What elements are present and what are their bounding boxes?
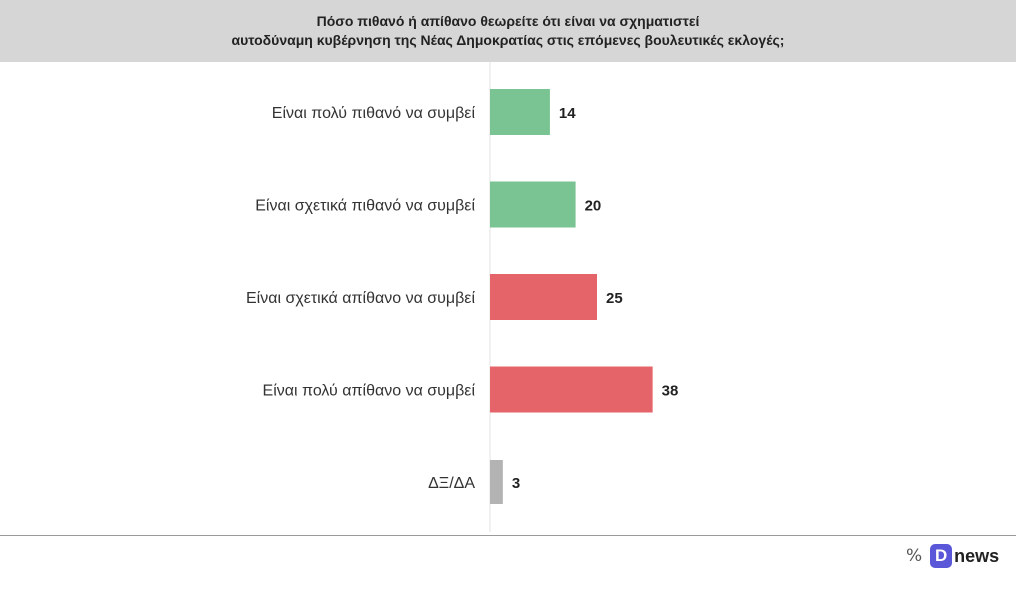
dnews-logo: % D news bbox=[906, 543, 999, 569]
chart-title-line-1: Πόσο πιθανό ή απίθανο θεωρείτε ότι είναι… bbox=[316, 13, 700, 29]
bar-value-label: 3 bbox=[512, 475, 520, 492]
bar bbox=[490, 460, 503, 504]
bar bbox=[490, 274, 597, 320]
bar bbox=[490, 366, 653, 413]
bar-value-label: 25 bbox=[606, 290, 623, 307]
category-label: ΔΞ/ΔΑ bbox=[428, 475, 475, 492]
bar-value-label: 14 bbox=[559, 105, 576, 122]
bar-value-label: 38 bbox=[662, 383, 679, 400]
bar bbox=[490, 181, 576, 228]
category-label: Είναι σχετικά πιθανό να συμβεί bbox=[255, 198, 475, 215]
percent-icon: % bbox=[906, 546, 923, 566]
chart-title-line-2: αυτοδύναμη κυβέρνηση της Νέας Δημοκρατία… bbox=[231, 32, 785, 48]
bar-chart: Είναι πολύ πιθανό να συμβεί 14 Είναι σχετι… bbox=[246, 62, 679, 532]
category-label: Είναι πολύ πιθανό να συμβεί bbox=[272, 105, 476, 122]
logo-letter-box: D bbox=[930, 544, 953, 568]
logo-word: news bbox=[954, 545, 1000, 566]
bar-value-label: 20 bbox=[585, 198, 602, 215]
category-label: Είναι πολύ απίθανο να συμβεί bbox=[263, 383, 476, 400]
bar bbox=[490, 89, 550, 135]
bottom-divider bbox=[0, 535, 1016, 536]
chart-header: Πόσο πιθανό ή απίθανο θεωρείτε ότι είναι… bbox=[0, 0, 1016, 62]
category-label: Είναι σχετικά απίθανο να συμβεί bbox=[246, 290, 475, 307]
